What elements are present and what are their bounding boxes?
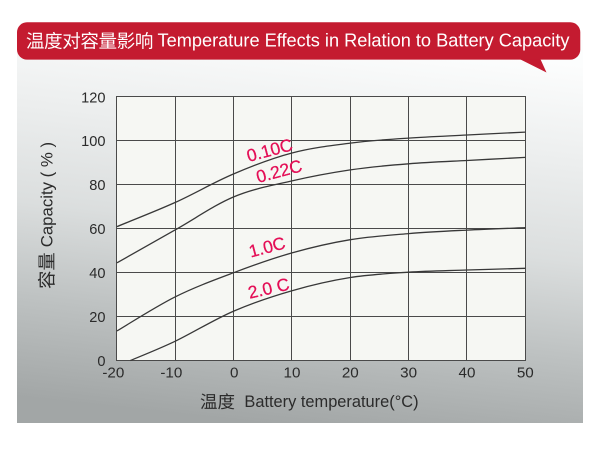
svg-text:100: 100	[81, 134, 105, 150]
svg-text:Battery temperature(°C): Battery temperature(°C)	[244, 393, 418, 411]
svg-text:Temperature Effects in Relatio: Temperature Effects in Relation to Batte…	[158, 30, 571, 51]
svg-text:60: 60	[89, 222, 105, 238]
svg-text:Capacity ( % ): Capacity ( % )	[38, 142, 57, 247]
svg-text:30: 30	[400, 365, 417, 382]
svg-text:20: 20	[342, 365, 359, 382]
svg-text:40: 40	[459, 365, 476, 382]
svg-text:-10: -10	[160, 365, 182, 382]
svg-text:120: 120	[81, 90, 105, 106]
svg-text:20: 20	[89, 310, 105, 326]
svg-text:40: 40	[89, 266, 105, 282]
svg-text:10: 10	[284, 365, 301, 382]
svg-text:0: 0	[97, 354, 105, 370]
svg-text:50: 50	[517, 365, 534, 382]
svg-text:80: 80	[89, 178, 105, 194]
svg-text:-20: -20	[102, 365, 124, 382]
svg-text:0: 0	[230, 365, 238, 382]
